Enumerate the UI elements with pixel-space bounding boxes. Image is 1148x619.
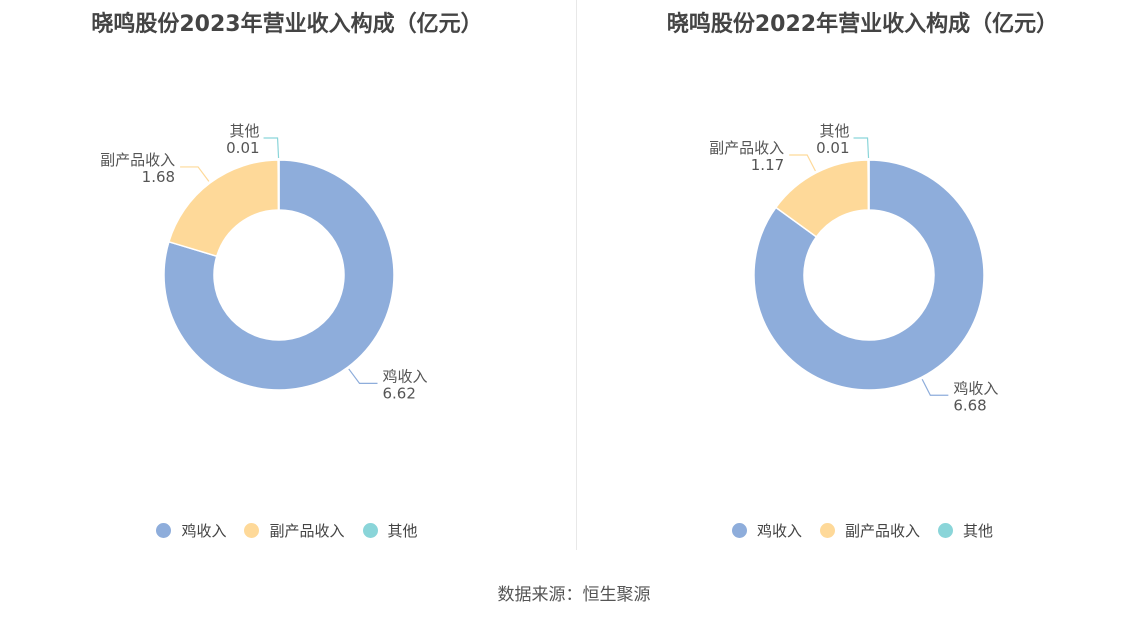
- chart-panel-2023: 晓鸣股份2023年营业收入构成（亿元） 鸡收入 6.62 副产品收入 1.68 其他 0.…: [0, 0, 574, 552]
- legend-label: 副产品收入: [844, 522, 920, 540]
- slice-value-label: 1.17: [751, 156, 784, 174]
- legend-item-chicken[interactable]: 鸡收入: [156, 520, 226, 541]
- slice-value-label: 0.01: [816, 139, 849, 157]
- slice-category-label: 其他: [820, 122, 850, 140]
- slice-value-label: 1.68: [142, 168, 175, 186]
- legend-2023: 鸡收入 副产品收入 其他: [0, 520, 574, 541]
- legend-item-chicken[interactable]: 鸡收入: [731, 520, 802, 541]
- pie-slice-other[interactable]: [867, 159, 870, 211]
- legend-2022: 鸡收入 副产品收入 其他: [577, 520, 1148, 541]
- legend-item-byproduct[interactable]: 副产品收入: [819, 520, 920, 541]
- legend-label: 其他: [963, 522, 994, 540]
- slice-category-label: 副产品收入: [100, 151, 175, 169]
- label-leader-line: [789, 154, 816, 172]
- legend-item-other[interactable]: 其他: [938, 520, 993, 541]
- legend-label: 副产品收入: [269, 522, 345, 540]
- legend-marker: [819, 523, 835, 538]
- legend-item-byproduct[interactable]: 副产品收入: [244, 520, 345, 541]
- slice-value-label: 6.62: [383, 384, 416, 402]
- label-leader-line: [921, 378, 949, 396]
- chart-title-2023: 晓鸣股份2023年营业收入构成（亿元）: [91, 12, 483, 37]
- slice-category-label: 鸡收入: [383, 367, 428, 385]
- slice-category-label: 鸡收入: [953, 379, 998, 397]
- label-leader-line: [263, 137, 280, 159]
- legend-marker: [731, 523, 747, 538]
- pie-slice-chicken[interactable]: [163, 159, 395, 391]
- slice-category-label: 其他: [230, 122, 260, 140]
- slice-category-label: 副产品收入: [709, 139, 784, 157]
- chart-panel-2022: 晓鸣股份2022年营业收入构成（亿元） 鸡收入 6.68 副产品收入 1.17 其他 0.…: [577, 0, 1148, 552]
- legend-marker: [244, 523, 260, 538]
- panel-divider: [576, 0, 577, 550]
- legend-marker: [362, 523, 378, 538]
- label-leader-line: [853, 137, 870, 159]
- legend-marker: [156, 523, 172, 538]
- legend-label: 其他: [387, 522, 418, 540]
- label-leader-line: [348, 368, 378, 384]
- pie-slice-byproduct[interactable]: [167, 159, 280, 258]
- pie-slice-other[interactable]: [277, 159, 280, 211]
- data-source: 数据来源：恒生聚源: [497, 585, 651, 605]
- label-leader-line: [180, 166, 210, 182]
- slice-value-label: 6.68: [953, 396, 986, 414]
- legend-label: 鸡收入: [181, 522, 227, 540]
- chart-title-2022: 晓鸣股份2022年营业收入构成（亿元）: [666, 12, 1059, 37]
- legend-item-other[interactable]: 其他: [362, 520, 418, 541]
- slice-value-label: 0.01: [226, 139, 259, 157]
- legend-marker: [938, 523, 953, 538]
- pie-slice-chicken[interactable]: [753, 159, 985, 391]
- legend-label: 鸡收入: [756, 522, 802, 540]
